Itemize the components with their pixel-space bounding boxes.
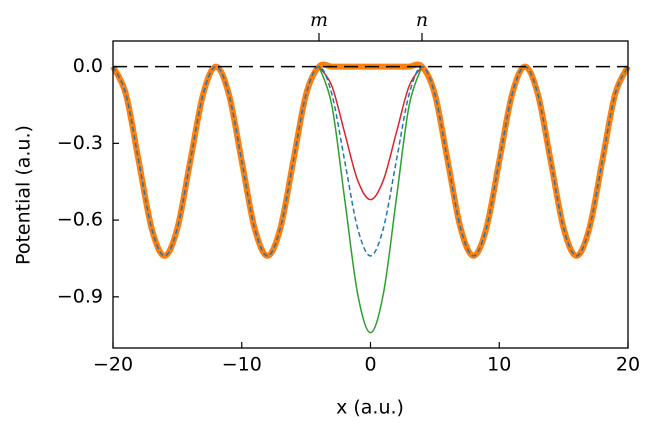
y-tick-label: −0.6 <box>57 209 103 231</box>
x-tick-label: 10 <box>487 354 511 376</box>
x-tick-label: 0 <box>364 354 376 376</box>
x-tick-label: −10 <box>222 354 262 376</box>
x-tick-label: 20 <box>616 354 640 376</box>
x-axis-label: x (a.u.) <box>336 397 404 419</box>
plot-frame <box>112 40 629 349</box>
line-series <box>318 66 423 201</box>
y-tick-label: −0.3 <box>57 132 103 154</box>
y-axis-label: Potential (a.u.) <box>13 125 35 265</box>
x-tick-label: −20 <box>93 354 133 376</box>
y-tick-label: 0.0 <box>73 55 103 77</box>
top-tick-label: n <box>416 9 428 31</box>
line-series <box>318 66 423 334</box>
line-series <box>112 65 629 257</box>
top-tick-label: m <box>310 9 328 31</box>
y-tick-label: −0.9 <box>57 285 103 307</box>
